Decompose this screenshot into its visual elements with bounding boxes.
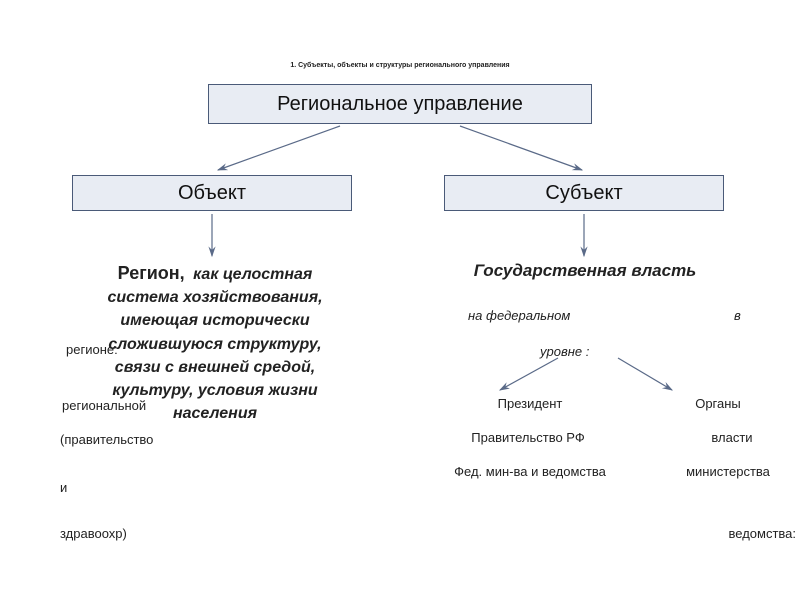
box-top-label: Региональное управление bbox=[277, 93, 523, 116]
note-v: в bbox=[734, 308, 741, 323]
stray-left-0: регионе: bbox=[66, 342, 176, 357]
slide-title: 1. Субъекты, объекты и структуры региона… bbox=[0, 62, 800, 69]
box-left-label: Объект bbox=[178, 182, 246, 205]
federal-item-2: Фед. мин-ва и ведомства bbox=[420, 464, 640, 479]
left-lead: Регион, bbox=[118, 263, 185, 283]
stray-left-3: и bbox=[60, 480, 90, 495]
box-left: Объект bbox=[72, 175, 352, 211]
stray-right-bottom: ведомства: bbox=[636, 526, 796, 541]
region-item-2: министерства bbox=[648, 464, 800, 479]
box-top: Региональное управление bbox=[208, 84, 592, 124]
note-federal: на федеральном bbox=[468, 308, 570, 323]
region-item-0: Органы bbox=[648, 396, 788, 411]
region-item-1: власти bbox=[672, 430, 792, 445]
federal-item-0: Президент bbox=[450, 396, 610, 411]
federal-item-1: Правительство РФ bbox=[438, 430, 618, 445]
stray-left-2: (правительство bbox=[60, 432, 200, 447]
stray-left-4: здравоохр) bbox=[60, 526, 180, 541]
stray-left-1: региональной bbox=[62, 398, 192, 413]
box-right-label: Субъект bbox=[545, 182, 622, 205]
note-urovne: уровне : bbox=[540, 344, 589, 359]
right-heading: Государственная власть bbox=[460, 260, 710, 282]
box-right: Субъект bbox=[444, 175, 724, 211]
